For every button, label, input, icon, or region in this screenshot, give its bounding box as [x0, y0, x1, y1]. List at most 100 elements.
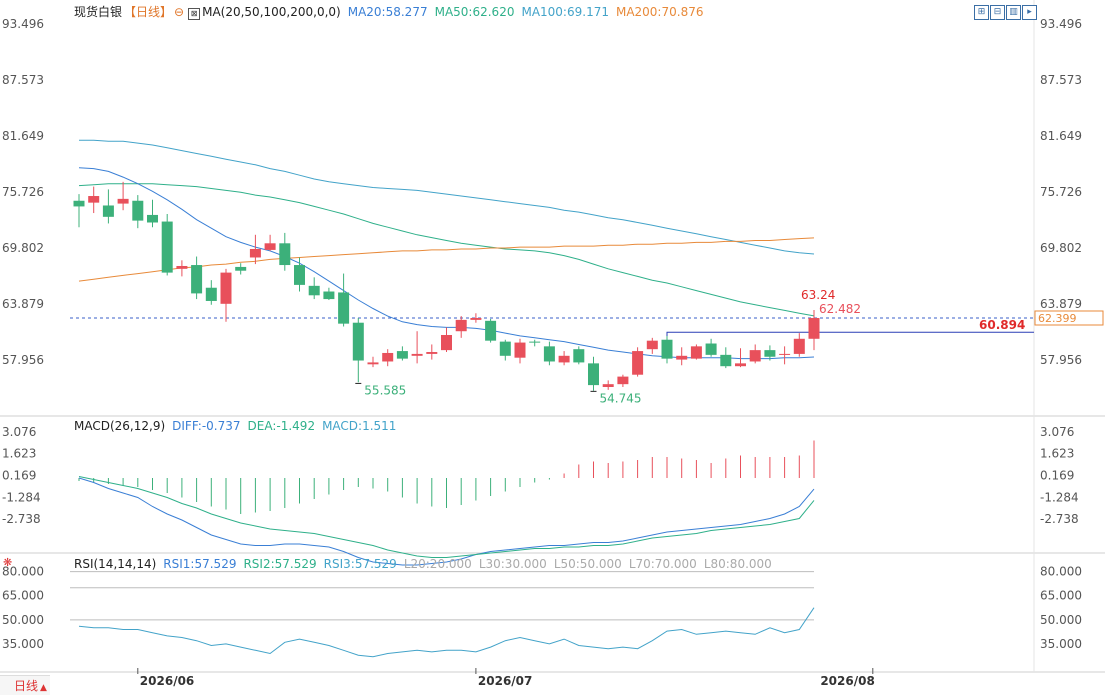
- y-tick-left: 69.802: [2, 241, 44, 255]
- x-axis-label: 2026/07: [478, 674, 532, 688]
- y-tick-right: 87.573: [1040, 73, 1082, 87]
- level-line-label: 60.894: [979, 318, 1025, 332]
- indicator-toggle-icon[interactable]: ⊠: [188, 8, 201, 20]
- candle-body: [338, 292, 350, 324]
- candle-body: [543, 346, 555, 362]
- toolbar-icon-3[interactable]: ▥: [1006, 5, 1021, 20]
- period-tab-label: 日线: [14, 679, 39, 693]
- macd-y-tick-right: 0.169: [1040, 468, 1074, 482]
- macd-diff-line: [78, 477, 815, 566]
- rsi3-value: RSI3:57.529: [323, 557, 397, 571]
- candle-body: [514, 342, 526, 358]
- ma50-line: [78, 183, 815, 317]
- candle-body: [558, 355, 570, 363]
- candle-body: [396, 351, 408, 359]
- candle-body: [499, 341, 511, 356]
- candle-body: [646, 340, 658, 350]
- price-annotation: 62.482: [819, 302, 861, 316]
- rsi-y-tick-right: 80.000: [1040, 565, 1082, 579]
- candle-body: [573, 349, 585, 363]
- toolbar-icon-2[interactable]: ⊟: [990, 5, 1005, 20]
- candle-body: [102, 205, 114, 217]
- macd-params[interactable]: MACD(26,12,9): [74, 419, 166, 433]
- rsi-y-tick-right: 50.000: [1040, 613, 1082, 627]
- candle-body: [705, 343, 717, 355]
- candle-body: [690, 346, 702, 359]
- candle-body: [470, 317, 482, 320]
- candle-body: [764, 350, 776, 357]
- toolbar-icon-4[interactable]: ▸: [1022, 5, 1037, 20]
- candle-body: [455, 319, 467, 332]
- candle-body: [279, 243, 291, 266]
- candle-body: [720, 354, 732, 367]
- x-axis-label: 2026/08: [820, 674, 874, 688]
- macd-dea-line: [78, 476, 815, 558]
- toolbar-icon-1[interactable]: ⊞: [974, 5, 989, 20]
- rsi-settings-icon[interactable]: ❋: [3, 556, 13, 569]
- rsi-y-tick-left: 80.000: [2, 565, 44, 579]
- y-tick-right: 57.956: [1040, 353, 1082, 367]
- macd-y-tick-left: 0.169: [2, 468, 36, 482]
- candle-body: [235, 266, 247, 271]
- rsi-l30: L30:30.000: [478, 557, 547, 571]
- candle-body: [632, 351, 644, 375]
- low-annotation: 55.585: [364, 383, 406, 397]
- candle-body: [88, 196, 100, 203]
- candle-body: [220, 272, 232, 304]
- period-selector[interactable]: 【日线】: [124, 5, 173, 19]
- rsi-params[interactable]: RSI(14,14,14): [74, 557, 157, 571]
- candle-body: [308, 285, 320, 296]
- candle-body: [161, 221, 173, 273]
- macd-y-tick-left: 1.623: [2, 447, 36, 461]
- candle-body: [411, 353, 423, 356]
- low-annotation: 54.745: [600, 391, 642, 405]
- macd-y-tick-left: -1.284: [2, 490, 41, 504]
- macd-y-tick-right: 1.623: [1040, 447, 1074, 461]
- rsi-y-tick-left: 35.000: [2, 637, 44, 651]
- candle-body: [191, 265, 203, 294]
- macd-header: MACD(26,12,9) DIFF:-0.737 DEA:-1.492 MACD:1…: [74, 417, 403, 435]
- macd-diff: DIFF:-0.737: [172, 419, 241, 433]
- macd-value: MACD:1.511: [322, 419, 397, 433]
- high-annotation: 63.24: [801, 288, 835, 302]
- rsi1-value: RSI1:57.529: [163, 557, 237, 571]
- y-tick-right: 75.726: [1040, 185, 1082, 199]
- ma100-value: MA100:69.171: [521, 5, 609, 19]
- candle-body: [602, 384, 614, 388]
- period-tab[interactable]: 日线 ▲: [0, 675, 50, 695]
- rsi-y-tick-right: 35.000: [1040, 637, 1082, 651]
- ma200-value: MA200:70.876: [615, 5, 704, 19]
- y-tick-left: 93.496: [2, 17, 44, 31]
- candle-body: [485, 320, 497, 341]
- candle-body: [661, 339, 673, 359]
- candle-body: [176, 265, 188, 269]
- candle-body: [676, 355, 688, 360]
- candle-body: [779, 353, 791, 355]
- candle-body: [205, 287, 217, 301]
- x-axis-label: 2026/06: [140, 674, 194, 688]
- candle-body: [426, 352, 438, 354]
- level-line: [666, 331, 1034, 347]
- rsi-y-tick-left: 65.000: [2, 589, 44, 603]
- candle-body: [529, 341, 541, 343]
- candle-body: [132, 200, 144, 221]
- y-tick-left: 63.879: [2, 297, 44, 311]
- ma20-value: MA20:58.277: [347, 5, 428, 19]
- candle-body: [249, 248, 261, 258]
- y-tick-right: 63.879: [1040, 297, 1082, 311]
- rsi-header: RSI(14,14,14) RSI1:57.529 RSI2:57.529 RSI3:…: [74, 555, 779, 573]
- ma-params[interactable]: MA(20,50,100,200,0,0): [202, 5, 341, 19]
- y-tick-left: 75.726: [2, 185, 44, 199]
- y-tick-left: 57.956: [2, 353, 44, 367]
- candle-body: [793, 338, 805, 354]
- ma50-value: MA50:62.620: [434, 5, 515, 19]
- candle-body: [749, 350, 761, 362]
- macd-dea: DEA:-1.492: [247, 419, 316, 433]
- candle-body: [367, 362, 379, 365]
- rsi-l70: L70:70.000: [628, 557, 697, 571]
- settings-icon[interactable]: ⊖: [174, 5, 185, 19]
- candle-body: [588, 363, 599, 386]
- candle-body: [264, 243, 276, 250]
- ma100-line: [79, 139, 815, 255]
